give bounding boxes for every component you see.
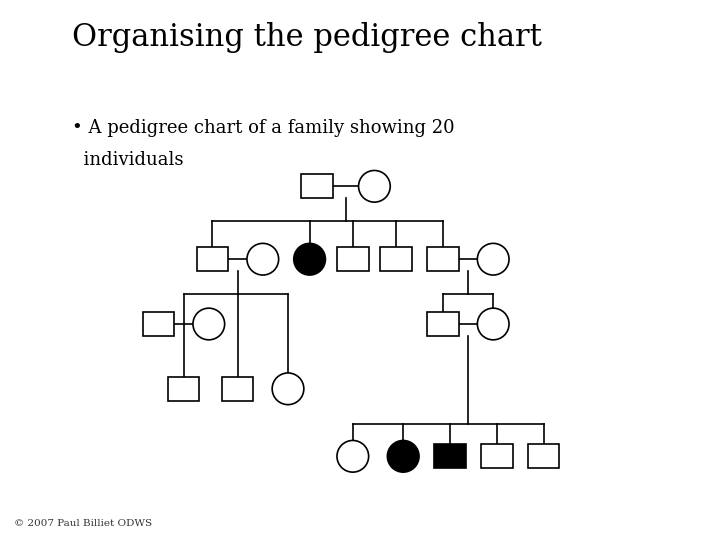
FancyBboxPatch shape [337,247,369,271]
Ellipse shape [247,244,279,275]
FancyBboxPatch shape [222,377,253,401]
Ellipse shape [272,373,304,404]
FancyBboxPatch shape [143,312,174,336]
Text: • A pedigree chart of a family showing 20: • A pedigree chart of a family showing 2… [72,119,454,137]
FancyBboxPatch shape [427,247,459,271]
FancyBboxPatch shape [528,444,559,468]
Text: individuals: individuals [72,151,184,169]
FancyBboxPatch shape [481,444,513,468]
Ellipse shape [477,244,509,275]
Ellipse shape [387,441,419,472]
FancyBboxPatch shape [434,444,466,468]
FancyBboxPatch shape [301,174,333,198]
Ellipse shape [294,244,325,275]
FancyBboxPatch shape [197,247,228,271]
Ellipse shape [477,308,509,340]
Text: © 2007 Paul Billiet ODWS: © 2007 Paul Billiet ODWS [14,519,153,528]
Ellipse shape [193,308,225,340]
Text: Organising the pedigree chart: Organising the pedigree chart [72,22,542,52]
Ellipse shape [359,171,390,202]
FancyBboxPatch shape [168,377,199,401]
FancyBboxPatch shape [380,247,412,271]
Ellipse shape [337,441,369,472]
FancyBboxPatch shape [427,312,459,336]
